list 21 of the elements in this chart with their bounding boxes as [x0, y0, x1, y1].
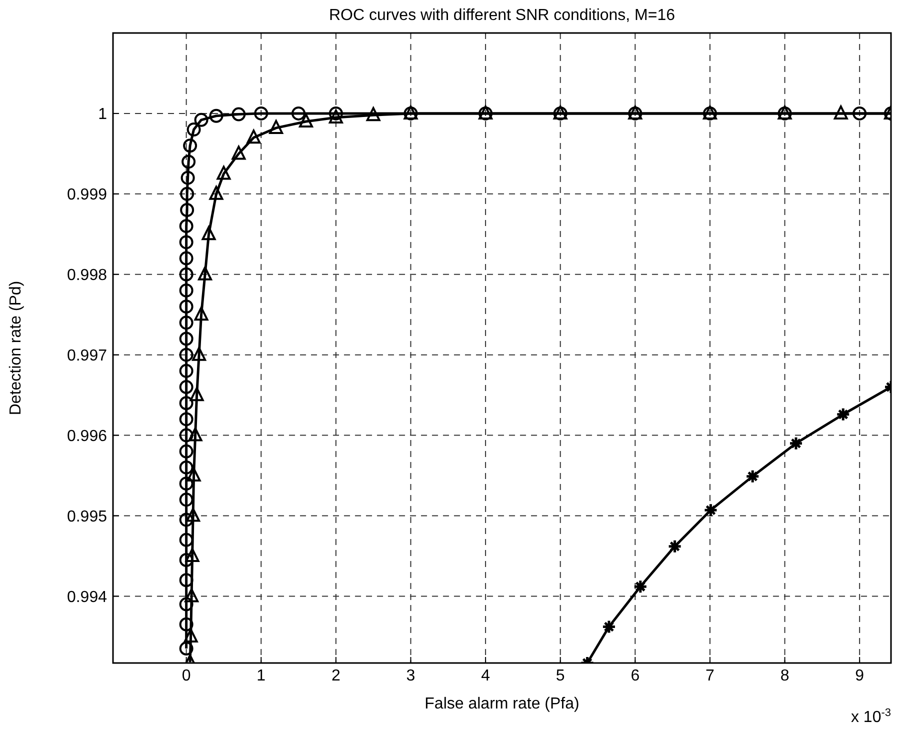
y-tick-label: 0.994 [66, 588, 108, 606]
x-axis-title: False alarm rate (Pfa) [424, 695, 580, 712]
x-tick-label: 4 [481, 667, 490, 684]
y-tick-label: 0.995 [66, 508, 108, 526]
y-tick-label: 0.997 [66, 348, 108, 365]
x-tick-label: 3 [406, 667, 416, 684]
x-tick-label: 9 [855, 667, 864, 684]
x-tick-label: 2 [331, 667, 340, 684]
chart-title: ROC curves with different SNR conditions, M=16 [328, 7, 676, 24]
y-tick-label: 0.996 [66, 428, 108, 445]
x-tick-label: 7 [706, 667, 715, 684]
text: x 10$^{-3}$ [850, 707, 891, 726]
y-tick-label: 1 [98, 106, 108, 124]
x-tick-label: 0 [182, 667, 191, 684]
y-tick-label: 0.998 [66, 267, 108, 284]
x-tick-label: 5 [556, 667, 565, 684]
y-axis-title: Detection rate (Pd) [8, 280, 25, 416]
x-tick-label: 8 [780, 667, 790, 684]
x-tick-label: 1 [256, 667, 266, 684]
y-tick-label: 0.999 [66, 186, 108, 204]
x-tick-label: 6 [630, 667, 640, 684]
